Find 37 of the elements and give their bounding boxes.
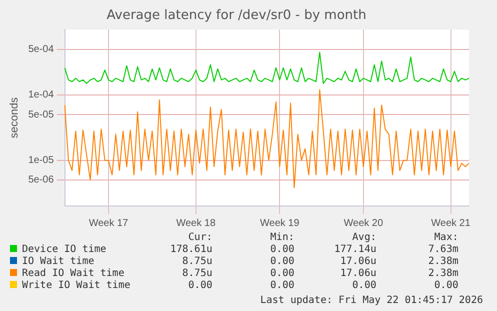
text: 8.75u — [181, 256, 212, 268]
legend-label: Device IO time — [21, 244, 108, 256]
y-tick-label: 1e-04 — [28, 90, 54, 101]
text: Min: — [269, 232, 294, 244]
text: 0.00 — [433, 280, 458, 292]
text: Max: — [433, 232, 458, 244]
text: 2.38m — [427, 268, 458, 280]
text: 17.06u — [339, 268, 376, 280]
text: 0.00 — [269, 280, 294, 292]
y-tick-label: 1e-05 — [28, 155, 54, 166]
text: Avg: — [351, 232, 376, 244]
text: 0.00 — [269, 256, 294, 268]
x-tick-label: Week 18 — [176, 218, 216, 229]
y-tick-label: 5e-06 — [28, 174, 54, 186]
text: 0.00 — [269, 268, 294, 280]
x-tick-label: Week 17 — [88, 218, 129, 229]
text: Last update: Fri May 22 01:45:17 2026 — [260, 295, 483, 306]
text: 177.14u — [333, 244, 376, 256]
y-tick-label: 5e-04 — [28, 44, 54, 56]
text: 8.75u — [181, 268, 212, 280]
legend-label: IO Wait time — [21, 256, 96, 268]
text: Cur: — [187, 232, 212, 244]
text: 2.38m — [427, 256, 458, 268]
text: 0.00 — [351, 280, 376, 292]
text: 0.00 — [269, 244, 294, 256]
x-tick-label: Week 21 — [431, 218, 471, 229]
text: 0.00 — [187, 280, 212, 292]
text: 17.06u — [339, 256, 376, 268]
y-axis-title: seconds — [8, 96, 21, 138]
chart-title: Average latency for /dev/sr0 - by month — [106, 8, 366, 24]
text: 7.63m — [427, 244, 458, 256]
text: 178.61u — [169, 244, 212, 256]
x-tick-label: Week 20 — [344, 218, 384, 229]
legend-label: Write IO Wait time — [21, 280, 130, 292]
y-tick-label: 5e-05 — [28, 109, 54, 120]
legend-label: Read IO Wait time — [21, 268, 126, 280]
x-tick-label: Week 19 — [260, 218, 300, 229]
